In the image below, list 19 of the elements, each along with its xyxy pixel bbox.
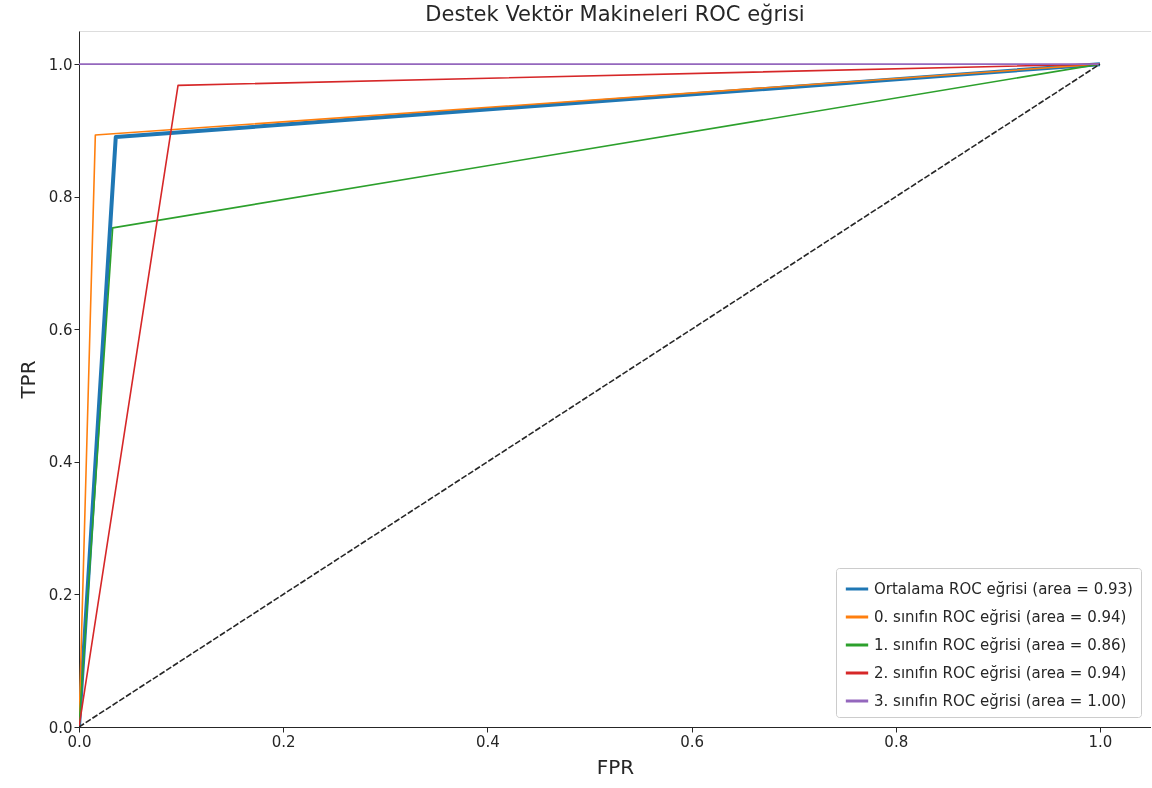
y-tick-label: 0.8	[48, 188, 73, 207]
x-tick-label: 0.4	[475, 732, 500, 751]
legend-label: 2. sınıfın ROC eğrisi (area = 0.94)	[874, 664, 1127, 682]
chart-title: Destek Vektör Makineleri ROC eğrisi	[425, 2, 805, 26]
y-tick-label: 0.4	[48, 453, 73, 472]
x-tick-label: 0.6	[680, 732, 704, 751]
x-tick-label: 0.8	[884, 732, 909, 751]
y-tick-label: 0.6	[48, 320, 73, 339]
y-tick-label: 1.0	[48, 55, 73, 74]
y-axis-title: TPR	[15, 360, 40, 400]
legend-label: 1. sınıfın ROC eğrisi (area = 0.86)	[874, 636, 1127, 654]
x-tick-label: 1.0	[1088, 732, 1113, 751]
x-tick-label: 0.2	[271, 732, 296, 751]
x-axis-title: FPR	[596, 754, 635, 779]
legend-label: Ortalama ROC eğrisi (area = 0.93)	[874, 580, 1133, 598]
y-tick-label: 0.2	[48, 585, 73, 604]
x-tick-label: 0.0	[67, 732, 92, 751]
legend-label: 0. sınıfın ROC eğrisi (area = 0.94)	[874, 608, 1127, 626]
legend-label: 3. sınıfın ROC eğrisi (area = 1.00)	[874, 692, 1127, 710]
